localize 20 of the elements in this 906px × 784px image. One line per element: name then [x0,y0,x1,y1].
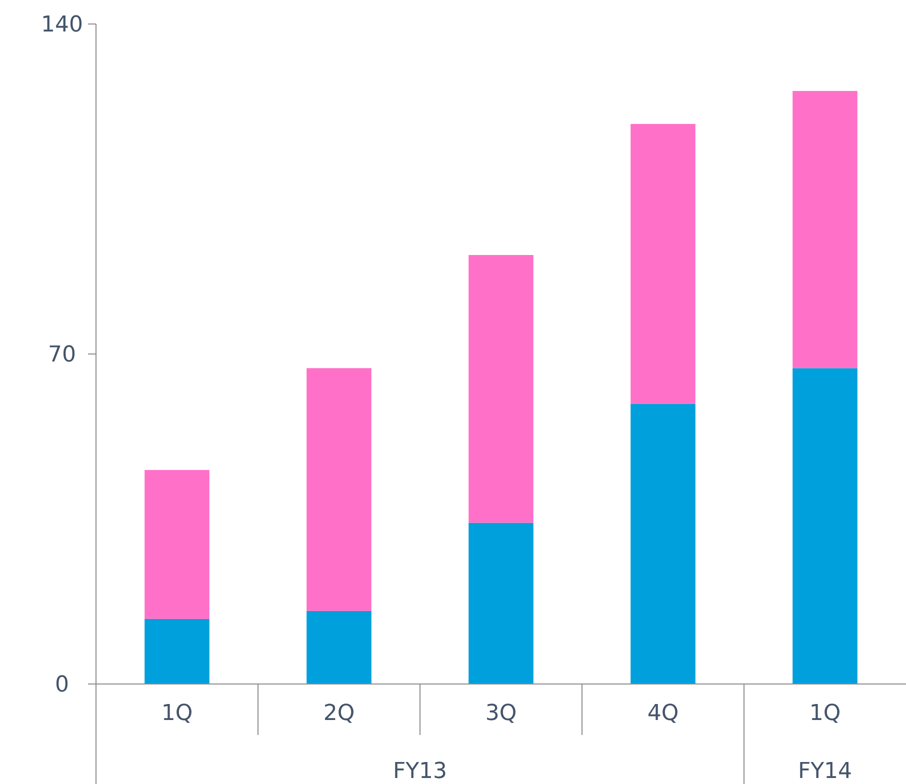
x-tick-label: 4Q [647,701,679,726]
text: FY13 [392,759,448,784]
x-tick-label: 1Q [161,701,193,726]
bar [630,404,696,684]
bar [144,470,210,619]
y-tick-label: 140 [41,12,83,38]
x-tick-label: 3Q [485,701,517,726]
x-tick-label: 1Q [809,701,841,726]
y-tick-label: 70 [48,342,76,368]
bar [306,368,372,611]
y-tick-label: 0 [55,672,69,698]
bar [792,90,858,368]
bar [792,368,858,684]
text: FY14 [798,759,852,784]
bar [468,522,534,684]
x-tick-label: 2Q [323,701,355,726]
bar [630,124,696,404]
bar [144,618,210,684]
bar [306,610,372,684]
bar [468,255,534,523]
